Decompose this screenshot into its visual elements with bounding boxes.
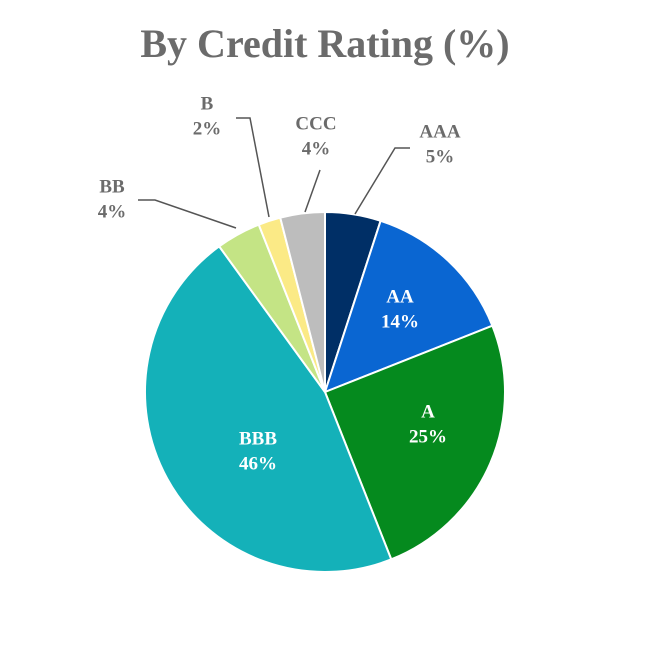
- slice-label: CCC: [295, 113, 336, 134]
- leader-line: [236, 117, 270, 218]
- slice-value-label: 14%: [381, 311, 419, 332]
- chart-title: By Credit Rating (%): [140, 21, 509, 66]
- slice-label: BBB: [239, 428, 277, 449]
- pie-slice: [279, 210, 326, 393]
- slice-label: AAA: [419, 121, 460, 142]
- slice-label: BB: [99, 176, 125, 197]
- slice-label: AA: [386, 286, 414, 307]
- slice-value-label: 46%: [239, 453, 277, 474]
- slice-value-label: 4%: [302, 138, 331, 159]
- leader-line: [138, 199, 237, 229]
- slice-value-label: 2%: [193, 118, 222, 139]
- slice-value-label: 25%: [409, 426, 447, 447]
- leader-line: [304, 169, 321, 213]
- slice-label: B: [201, 93, 214, 114]
- pie-slice: [323, 219, 494, 394]
- slice-label: A: [421, 401, 435, 422]
- slice-value-label: 4%: [98, 201, 127, 222]
- pie-slice: [323, 324, 506, 561]
- pie-slice: [144, 244, 393, 573]
- slice-value-label: 5%: [426, 146, 455, 167]
- leader-line: [354, 147, 410, 215]
